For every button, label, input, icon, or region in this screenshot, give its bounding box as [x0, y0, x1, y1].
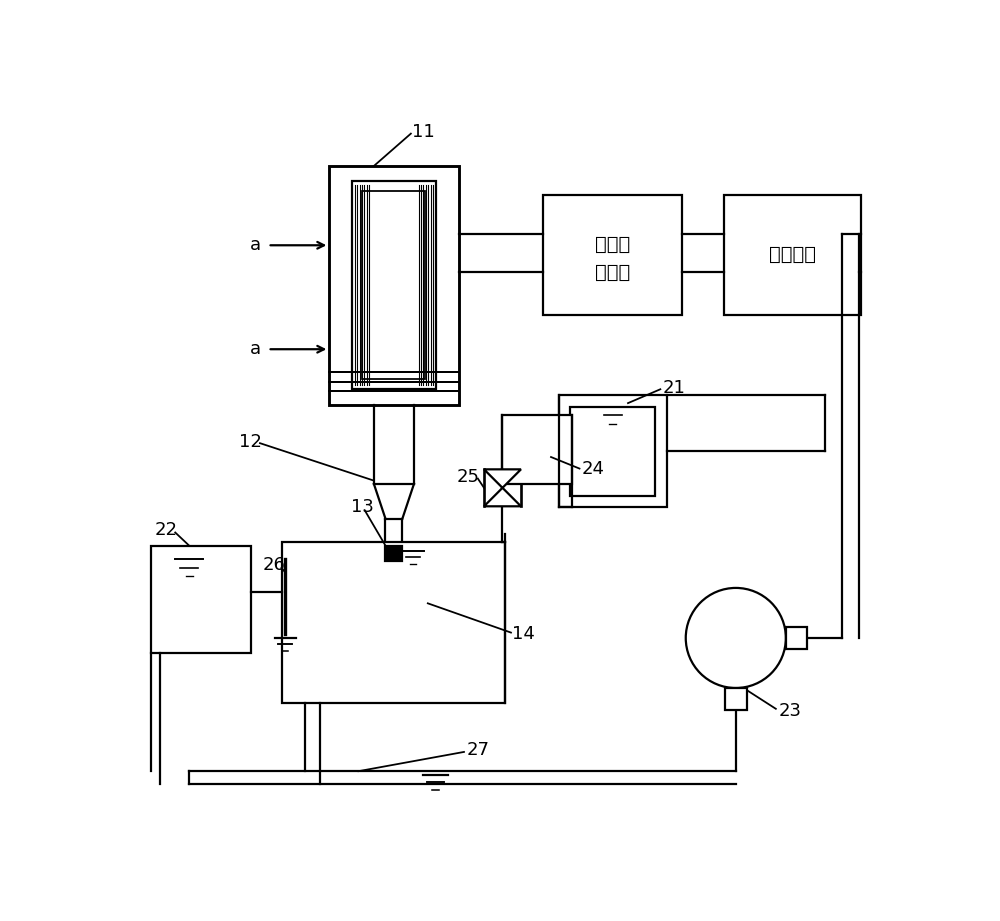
Text: 磁化电源: 磁化电源 [769, 245, 816, 264]
Bar [543, 195, 682, 315]
Text: 21: 21 [663, 379, 686, 397]
Text: 14: 14 [512, 625, 535, 643]
Text: 13: 13 [351, 498, 374, 516]
Circle shape [686, 588, 786, 688]
Bar [559, 395, 666, 507]
Text: 22: 22 [154, 521, 177, 539]
Text: 23: 23 [778, 702, 801, 720]
Bar [570, 407, 655, 495]
Polygon shape [484, 470, 521, 488]
Bar [362, 192, 425, 379]
Text: 超声波
发生器: 超声波 发生器 [595, 235, 630, 282]
Bar [385, 545, 402, 561]
Text: a: a [250, 340, 261, 358]
Bar [724, 195, 861, 315]
Text: a: a [250, 237, 261, 254]
Polygon shape [484, 488, 521, 507]
Bar [352, 181, 436, 390]
Text: 11: 11 [412, 123, 435, 141]
Bar [151, 545, 251, 653]
Bar [725, 688, 747, 709]
Text: 27: 27 [466, 740, 489, 759]
Bar [329, 166, 459, 404]
Text: 24: 24 [582, 460, 605, 478]
Bar [282, 542, 505, 704]
Bar [786, 627, 807, 648]
Text: 25: 25 [457, 468, 480, 486]
Bar [502, 414, 572, 484]
Text: 12: 12 [239, 433, 262, 450]
Text: 26: 26 [262, 555, 285, 574]
